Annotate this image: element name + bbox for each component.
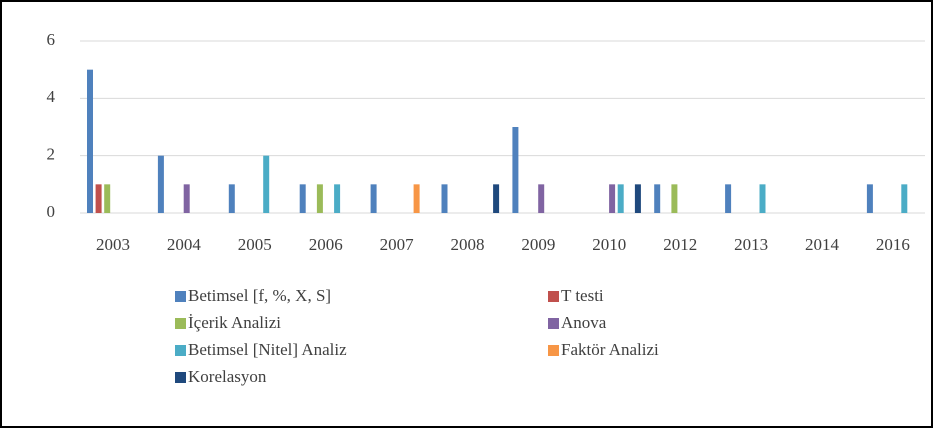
legend-label: Faktör Analizi — [561, 340, 659, 359]
x-tick-label: 2007 — [380, 235, 415, 254]
x-tick-label: 2005 — [238, 235, 272, 254]
bar — [609, 184, 616, 213]
x-tick-label: 2009 — [521, 235, 555, 254]
y-tick-label: 6 — [47, 30, 56, 49]
x-tick-label: 2016 — [876, 235, 910, 254]
bar — [95, 184, 102, 213]
legend-swatch — [175, 372, 186, 383]
bar — [671, 184, 678, 213]
x-tick-label: 2003 — [96, 235, 130, 254]
bar — [725, 184, 732, 213]
bar — [634, 184, 641, 213]
y-tick-label: 4 — [47, 87, 56, 106]
bar — [157, 155, 164, 213]
legend-label: İçerik Analizi — [188, 313, 281, 332]
x-tick-label: 2008 — [451, 235, 485, 254]
legend-label: Betimsel [Nitel] Analiz — [188, 340, 347, 359]
bar — [316, 184, 323, 213]
bar — [299, 184, 306, 213]
bar — [512, 127, 519, 213]
y-tick-label: 2 — [47, 145, 56, 164]
legend-swatch — [175, 318, 186, 329]
legend-swatch — [175, 345, 186, 356]
bar — [87, 69, 93, 214]
bar — [441, 184, 448, 213]
bar — [538, 184, 545, 213]
x-tick-label: 2013 — [734, 235, 768, 254]
bar — [228, 184, 235, 213]
bar — [104, 184, 111, 213]
x-tick-label: 2014 — [805, 235, 840, 254]
legend-swatch — [548, 318, 559, 329]
legend-swatch — [548, 345, 559, 356]
bar — [759, 184, 766, 213]
x-tick-label: 2010 — [592, 235, 626, 254]
bar — [334, 184, 341, 213]
bar — [370, 184, 377, 213]
bar — [263, 155, 270, 213]
bar — [183, 184, 190, 213]
bar — [493, 184, 500, 213]
bar — [617, 184, 624, 213]
legend-label: Anova — [561, 313, 607, 332]
bar — [413, 184, 420, 213]
bar — [654, 184, 661, 213]
y-tick-label: 0 — [47, 202, 56, 221]
x-tick-label: 2012 — [663, 235, 697, 254]
legend-label: T testi — [561, 286, 604, 305]
legend-label: Korelasyon — [188, 367, 267, 386]
legend-swatch — [548, 291, 559, 302]
bar — [901, 184, 908, 213]
x-tick-label: 2006 — [309, 235, 343, 254]
legend-label: Betimsel [f, %, X, S] — [188, 286, 331, 305]
legend-swatch — [175, 291, 186, 302]
x-tick-label: 2004 — [167, 235, 202, 254]
bar — [866, 184, 873, 213]
